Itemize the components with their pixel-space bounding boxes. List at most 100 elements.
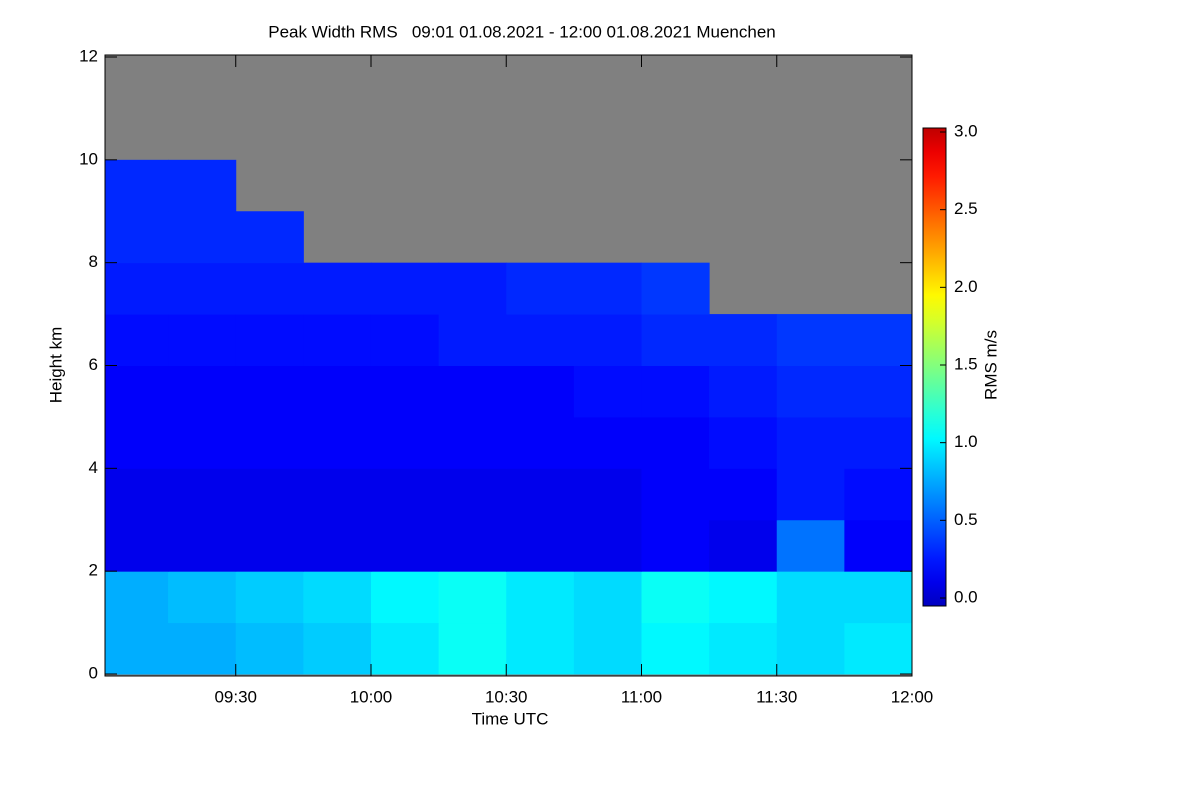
heatmap-cell <box>506 416 575 469</box>
heatmap-cell <box>776 365 845 418</box>
x-tick-label: 12:00 <box>891 687 934 706</box>
heatmap-cell <box>844 365 912 418</box>
heatmap-cell <box>641 365 710 418</box>
y-tick-label: 10 <box>79 149 98 168</box>
heatmap-cell <box>709 622 778 675</box>
y-tick-label: 6 <box>89 355 98 374</box>
heatmap-cell <box>506 571 575 624</box>
heatmap-cell <box>303 365 372 418</box>
x-tick-label: 11:30 <box>756 687 797 706</box>
heatmap-cell <box>641 519 710 572</box>
heatmap-cell <box>370 365 440 418</box>
colorbar-tick-label: 0.5 <box>954 510 978 529</box>
heatmap-cell <box>709 571 778 624</box>
heatmap-cell <box>844 314 912 366</box>
heatmap-cell <box>168 314 237 366</box>
heatmap-cell <box>506 622 575 675</box>
heatmap-cell <box>235 211 304 264</box>
heatmap-cell <box>303 262 372 315</box>
heatmap-cell <box>105 159 169 212</box>
heatmap-cell <box>641 571 710 624</box>
y-tick-label: 8 <box>89 252 98 271</box>
heatmap-cell <box>168 416 237 469</box>
heatmap-cell <box>844 622 912 675</box>
heatmap-cell <box>438 571 507 624</box>
heatmap-cell <box>506 468 575 521</box>
heatmap-cell <box>573 519 642 572</box>
heatmap-cell <box>709 416 778 469</box>
heatmap-cell <box>168 622 237 675</box>
heatmap-cell <box>370 622 440 675</box>
heatmap-cell <box>370 519 440 572</box>
heatmap-cell <box>168 365 237 418</box>
heatmap-cell <box>370 416 440 469</box>
colorbar-tick-label: 0.0 <box>954 587 978 606</box>
heatmap-cell <box>438 365 507 418</box>
heatmap-cell <box>709 365 778 418</box>
heatmap-cell <box>235 468 304 521</box>
heatmap-cell <box>438 314 507 366</box>
heatmap-cell <box>506 519 575 572</box>
heatmap-cell <box>168 468 237 521</box>
heatmap-cell <box>303 519 372 572</box>
x-axis-label: Time UTC <box>472 709 549 728</box>
heatmap-cell <box>370 262 440 315</box>
y-tick-label: 4 <box>89 458 98 477</box>
colorbar-tick-label: 2.0 <box>954 277 978 296</box>
heatmap-cell <box>105 365 169 418</box>
heatmap-cell <box>641 262 710 315</box>
heatmap-cell <box>168 571 237 624</box>
heatmap-cell <box>776 416 845 469</box>
x-tick-label: 09:30 <box>214 687 257 706</box>
heatmap-cell <box>844 571 912 624</box>
heatmap-cell <box>105 622 169 675</box>
colorbar-tick-label: 3.0 <box>954 121 978 140</box>
heatmap-cell <box>168 211 237 264</box>
heatmap-cell <box>438 468 507 521</box>
colorbar-tick-label: 1.5 <box>954 354 978 373</box>
heatmap-cell <box>303 571 372 624</box>
heatmap-cell <box>235 622 304 675</box>
y-tick-label: 0 <box>89 663 98 682</box>
heatmap-cell <box>438 519 507 572</box>
heatmap-cell <box>235 365 304 418</box>
heatmap-cell <box>709 314 778 366</box>
heatmap-cell <box>303 314 372 366</box>
heatmap-cell <box>709 468 778 521</box>
heatmap-cell <box>641 468 710 521</box>
heatmap-cell <box>105 262 169 315</box>
heatmap-cell <box>235 571 304 624</box>
colorbar <box>922 127 947 607</box>
heatmap-cell <box>573 468 642 521</box>
heatmap-cell <box>776 519 845 572</box>
heatmap-cell <box>776 622 845 675</box>
heatmap <box>105 159 912 675</box>
y-tick-label: 12 <box>79 46 98 65</box>
heatmap-cell <box>303 416 372 469</box>
heatmap-cell <box>235 519 304 572</box>
x-tick-label: 10:30 <box>485 687 528 706</box>
heatmap-cell <box>506 314 575 366</box>
heatmap-cell <box>235 416 304 469</box>
x-tick-label: 10:00 <box>350 687 393 706</box>
heatmap-cell <box>303 468 372 521</box>
heatmap-cell <box>370 468 440 521</box>
heatmap-cell <box>776 468 845 521</box>
heatmap-cell <box>573 365 642 418</box>
heatmap-cell <box>168 262 237 315</box>
colorbar-tick-label: 2.5 <box>954 199 978 218</box>
heatmap-cell <box>370 314 440 366</box>
heatmap-cell <box>776 314 845 366</box>
heatmap-cell <box>573 416 642 469</box>
y-axis-label: Height km <box>46 327 65 404</box>
heatmap-cell <box>438 622 507 675</box>
x-tick-label: 11:00 <box>621 687 662 706</box>
heatmap-cell <box>303 622 372 675</box>
heatmap-cell <box>709 519 778 572</box>
heatmap-cell <box>438 416 507 469</box>
heatmap-cell <box>641 314 710 366</box>
heatmap-cell <box>105 519 169 572</box>
heatmap-cell <box>370 571 440 624</box>
heatmap-cell <box>776 571 845 624</box>
heatmap-cell <box>105 571 169 624</box>
